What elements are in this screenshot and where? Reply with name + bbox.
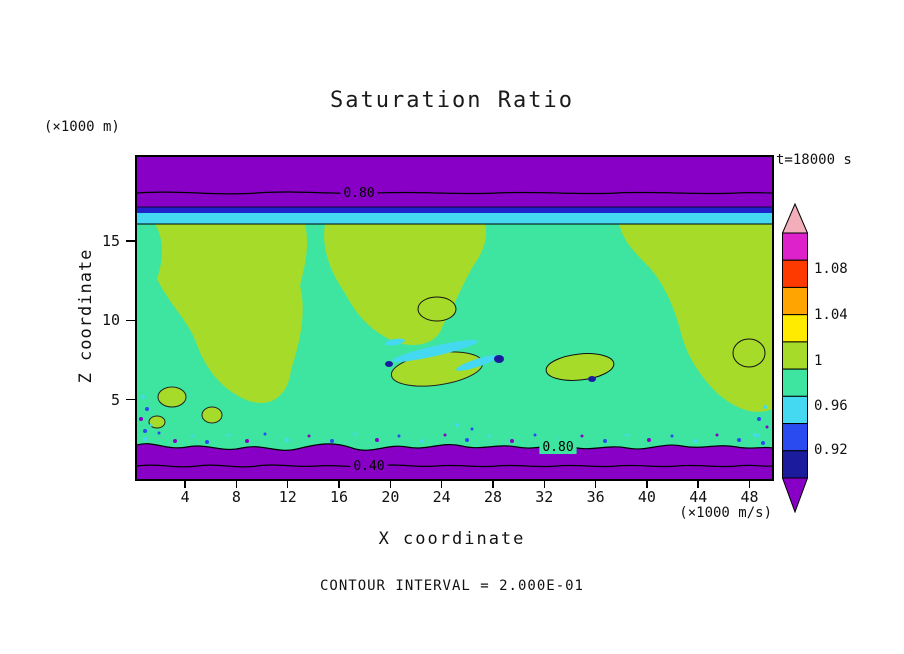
colorbar-tick-label: 1.08 [814, 260, 848, 277]
chart-title: Saturation Ratio [330, 88, 574, 113]
x-tick-mark [748, 481, 751, 488]
x-tick-mark [389, 481, 392, 488]
x-tick-label: 36 [586, 488, 605, 506]
colorbar-tick-label: 1.04 [814, 306, 848, 323]
x-tick-mark [184, 481, 186, 488]
colorbar-segment [782, 341, 808, 370]
colorbar-segment [782, 368, 808, 397]
x-tick-label: 12 [278, 488, 297, 506]
y-tick-label: 15 [101, 232, 120, 251]
colorbar-segment [782, 395, 808, 425]
x-tick-mark [235, 481, 238, 488]
x-tick-mark [338, 481, 340, 488]
colorbar-segment [782, 232, 808, 261]
colorbar-segment [782, 314, 808, 343]
contour-line-label: 0.40 [353, 459, 384, 474]
colorbar-segment [782, 423, 808, 452]
contour-line-label: 0.80 [542, 440, 573, 455]
x-tick-label: 20 [381, 488, 400, 506]
colorbar-tick-label: 1 [814, 353, 823, 370]
contour-line-label: 0.80 [343, 186, 374, 201]
colorbar-tick-label: 0.92 [814, 442, 848, 458]
contour-field: 0.80 0.80 0.40 [137, 157, 772, 479]
x-tick-mark [697, 481, 699, 488]
y-tick-mark [126, 319, 135, 322]
x-tick-mark [543, 481, 546, 488]
x-tick-label: 44 [689, 488, 708, 506]
x-axis-title: X coordinate [378, 529, 526, 549]
y-axis-unit-label: (×1000 m) [44, 119, 120, 135]
colorbar-segment [782, 286, 808, 316]
y-tick-label: 5 [110, 390, 120, 409]
contour-interval-note: CONTOUR INTERVAL = 2.000E-01 [319, 578, 584, 594]
colorbar [782, 203, 808, 513]
x-tick-mark [440, 481, 443, 488]
x-tick-label: 4 [180, 488, 190, 506]
x-axis-unit-label: (×1000 m/s) [679, 505, 772, 521]
x-tick-mark [646, 481, 648, 488]
x-tick-label: 40 [637, 488, 656, 506]
plot-area: 0.80 0.80 0.40 [135, 155, 774, 481]
x-tick-label: 16 [330, 488, 349, 506]
x-tick-label: 32 [535, 488, 554, 506]
colorbar-segment [782, 259, 808, 288]
x-tick-label: 24 [432, 488, 451, 506]
colorbar-arrow-bottom [782, 477, 808, 513]
colorbar-tick-label: 0.96 [814, 397, 848, 414]
x-tick-mark [492, 481, 494, 488]
colorbar-segment [782, 450, 808, 479]
colorbar-arrow-top [782, 203, 808, 234]
x-tick-mark [594, 481, 597, 488]
y-tick-mark [126, 240, 135, 242]
y-tick-label: 10 [101, 311, 120, 330]
time-annotation: t=18000 s [776, 152, 852, 168]
x-tick-label: 28 [483, 488, 503, 506]
x-tick-label: 8 [231, 488, 241, 506]
x-tick-label: 48 [740, 488, 759, 506]
x-tick-mark [286, 481, 289, 488]
y-tick-mark [126, 398, 135, 401]
